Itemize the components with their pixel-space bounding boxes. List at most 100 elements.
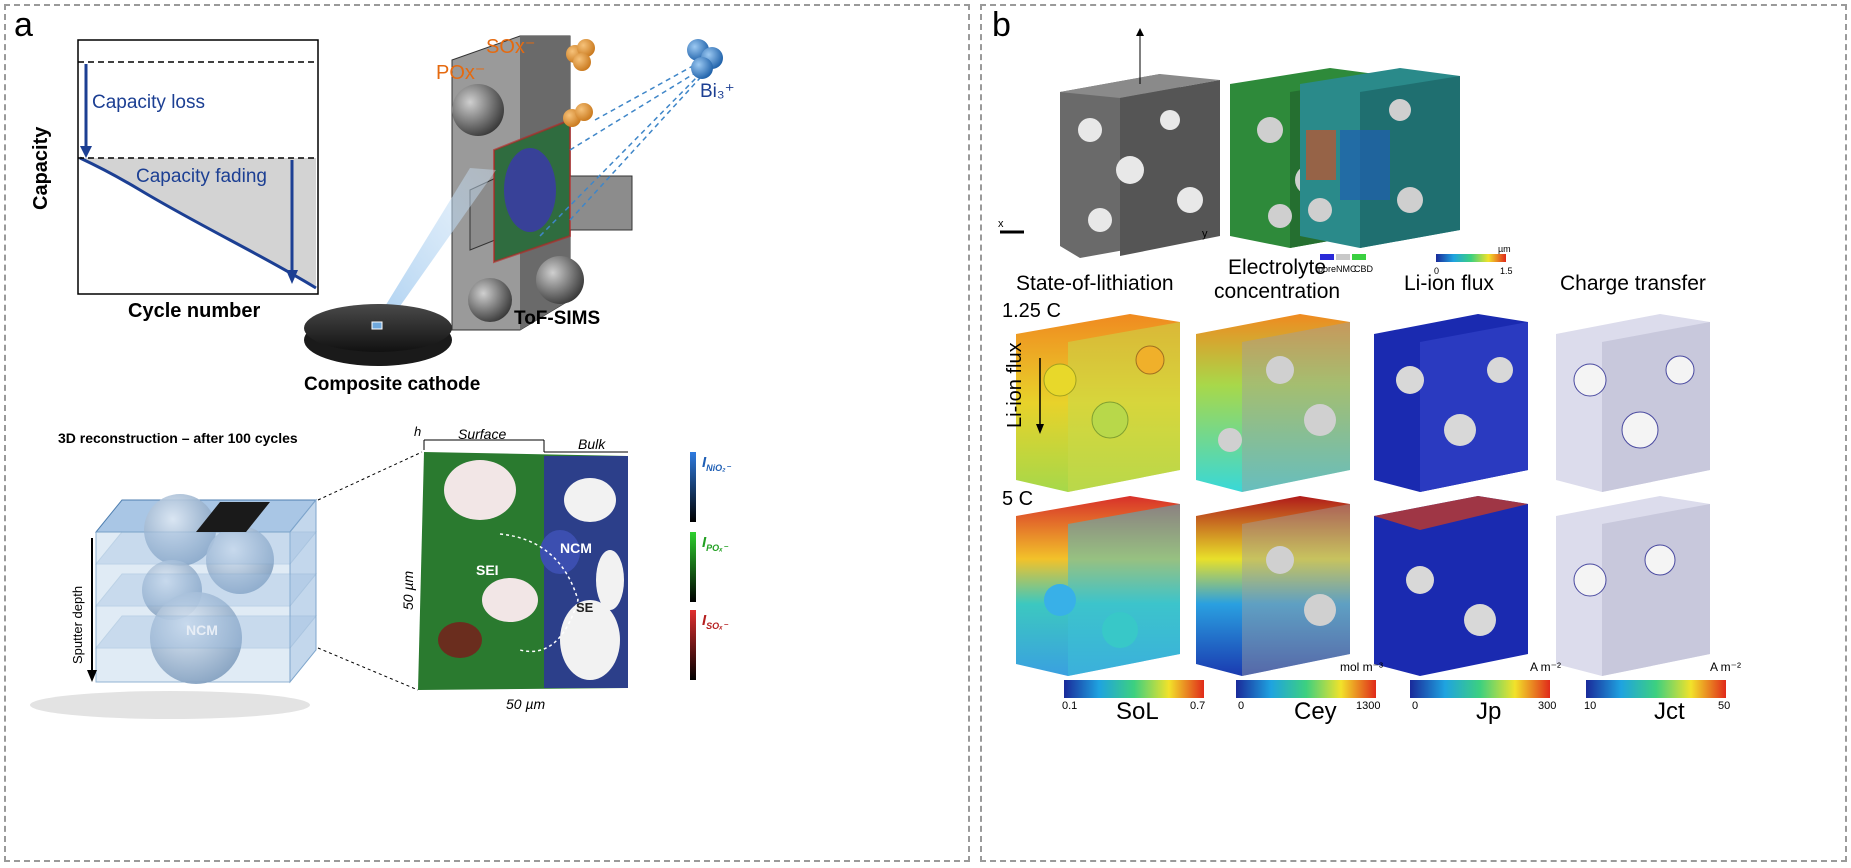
flux-particle <box>1406 566 1434 594</box>
composite-cathode <box>304 168 496 366</box>
flux-particle <box>1444 414 1476 446</box>
column-title-flux: Li-ion flux <box>1404 272 1494 295</box>
sputter-arrowhead <box>87 670 97 682</box>
ncm-sphere <box>206 526 274 594</box>
ion-beam <box>569 69 701 151</box>
cube-particle <box>1078 118 1102 142</box>
map-sox-region <box>438 622 482 658</box>
cube-particle <box>1088 208 1112 232</box>
map-se-region <box>564 478 616 522</box>
cube-top <box>1060 74 1220 98</box>
ce-particle <box>1304 404 1336 436</box>
interface-path <box>499 533 579 653</box>
composite-cathode-label: Composite cathode <box>304 374 481 395</box>
cbd-swatch <box>1352 254 1366 260</box>
capacity-axis-label: Capacity <box>30 126 52 210</box>
cycle-axis-label: Cycle number <box>128 300 261 322</box>
ct-particle <box>1665 355 1695 385</box>
cube-particle <box>1177 187 1203 213</box>
panel-a-label: a <box>14 6 33 44</box>
legend-sub: NiO₂⁻ <box>706 463 731 473</box>
panel-a <box>4 4 970 862</box>
tomography-cube <box>1000 28 1220 258</box>
ce-particle <box>1304 594 1336 626</box>
panel-b <box>980 4 1847 862</box>
block-particle <box>536 256 584 304</box>
pore-swatch <box>1320 254 1334 260</box>
cube-particle <box>1389 99 1411 121</box>
panel-b-label: b <box>992 6 1011 44</box>
ce-particle <box>1266 356 1294 384</box>
li-flux-arrowhead <box>1036 424 1044 434</box>
surface-label: Surface <box>458 426 507 442</box>
ncm-sphere <box>150 592 242 684</box>
map-se-region <box>444 460 516 520</box>
cut-trench <box>196 502 270 532</box>
sol-particle <box>1044 584 1076 616</box>
cube-particle <box>1397 187 1423 213</box>
column-title-sol: State-of-lithiation <box>1016 272 1174 295</box>
jct-symbol: Jct <box>1654 698 1685 725</box>
zoom-cone <box>368 168 496 334</box>
nmc-legend-label: NMC <box>1336 264 1357 274</box>
cube-particle <box>1116 156 1144 184</box>
legend-letter: I <box>702 612 707 629</box>
row-1p25c <box>1016 314 1710 492</box>
ncm-map-label: NCM <box>560 540 592 556</box>
pore-legend-label: pore <box>1318 264 1337 274</box>
li-ion-flux-label: Li-ion flux <box>1004 342 1026 428</box>
ce-cube-1-side <box>1242 322 1350 492</box>
cube-particle <box>1257 117 1283 143</box>
cey-max: 1300 <box>1356 700 1381 712</box>
panel-b-graphics <box>1000 28 1726 698</box>
nmc-swatch <box>1336 254 1350 260</box>
jp-min: 0 <box>1412 700 1419 712</box>
tofsims-label: ToF-SIMS <box>514 308 601 329</box>
flux-particle <box>1487 357 1513 383</box>
ce-cube-2 <box>1196 496 1350 676</box>
slice-plane <box>94 573 318 607</box>
cey-unit: mol m⁻³ <box>1340 660 1383 674</box>
jct-unit: A m⁻² <box>1710 660 1742 674</box>
row-5c <box>1016 496 1710 676</box>
ct-particle <box>1644 544 1676 576</box>
capacity-loss-label: Capacity loss <box>92 92 205 113</box>
jct-colorbar <box>1586 680 1726 698</box>
thickness-colorbar <box>1436 254 1506 262</box>
cey-colorbar <box>1236 680 1376 698</box>
map-bottom-scale: 50 µm <box>506 696 546 712</box>
map-se-region <box>482 578 538 622</box>
ct-cube-1-side <box>1602 322 1710 492</box>
sox-ion-ball <box>577 39 595 57</box>
ion-beam <box>569 77 701 221</box>
sox-ion-ball <box>573 53 591 71</box>
sims-map-outline <box>493 118 571 264</box>
column-title-electrolyte: Electrolyte concentration <box>1214 256 1341 303</box>
bulk-label: Bulk <box>578 436 606 452</box>
jp-unit: A m⁻² <box>1530 660 1562 674</box>
box-side <box>289 498 317 684</box>
cube-hotspot <box>1306 130 1336 180</box>
sol-cube-2-side <box>1068 504 1180 676</box>
bi-ion-label: Bi₃⁺ <box>700 81 735 102</box>
sol-particle <box>1135 345 1165 375</box>
map-se-region <box>596 550 624 610</box>
fading-arrowhead <box>286 270 298 284</box>
sims-map-particle <box>504 148 556 232</box>
sox-legend-bar <box>690 610 696 680</box>
ce-particle <box>1218 428 1242 452</box>
panel-a-graphics <box>30 35 723 719</box>
jct-max: 50 <box>1718 700 1731 712</box>
se-label: SE <box>576 600 594 615</box>
legend-sox: ISOₓ⁻ <box>702 612 727 632</box>
legend-sub: SOₓ⁻ <box>706 621 728 631</box>
reconstruction-box <box>30 451 423 719</box>
loss-arrowhead <box>80 146 92 158</box>
sol-particle <box>1043 363 1077 397</box>
reconstruction-title: 3D reconstruction – after 100 cycles <box>58 430 298 446</box>
zoom-line <box>317 451 423 501</box>
cube-particle <box>1268 204 1292 228</box>
bi-ion-ball <box>691 57 713 79</box>
ct-particle <box>1621 411 1659 449</box>
zoom-line <box>317 647 419 691</box>
